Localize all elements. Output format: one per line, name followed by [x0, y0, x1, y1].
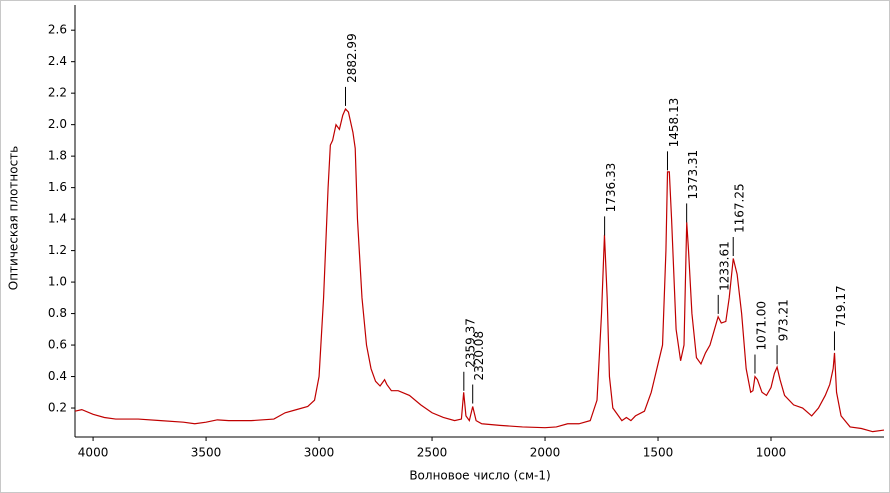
- x-tick-label: 1500: [643, 446, 674, 460]
- spectrum-line: [74, 107, 885, 433]
- peak-label: 2320.08: [472, 331, 486, 381]
- y-tick-label: 0.4: [48, 369, 67, 383]
- x-tick-label: 3500: [191, 446, 222, 460]
- y-tick-label: 1.2: [48, 243, 67, 257]
- peak-label: 1233.61: [718, 241, 732, 291]
- y-axis-title: Оптическая плотность: [7, 146, 21, 290]
- x-tick-label: 3000: [304, 446, 335, 460]
- y-tick-label: 1.6: [48, 180, 67, 194]
- peak-label: 2882.99: [345, 33, 359, 83]
- y-tick-label: 1.8: [48, 149, 67, 163]
- peak-label: 2359.37: [463, 318, 477, 368]
- x-tick-label: 2500: [417, 446, 448, 460]
- y-tick-label: 0.6: [48, 338, 67, 352]
- peak-label: 1458.13: [667, 98, 681, 148]
- peak-label: 719.17: [834, 285, 848, 327]
- y-tick-label: 2.6: [48, 23, 67, 37]
- y-tick-label: 1.4: [48, 212, 67, 226]
- y-tick-label: 0.2: [48, 401, 67, 415]
- y-tick-label: 2.0: [48, 117, 67, 131]
- x-tick-label: 1000: [756, 446, 787, 460]
- peak-label: 1071.00: [754, 301, 768, 351]
- y-tick-label: 0.8: [48, 306, 67, 320]
- y-tick-label: 1.0: [48, 275, 67, 289]
- y-tick-label: 2.4: [48, 54, 67, 68]
- peak-label: 1373.31: [686, 150, 700, 200]
- y-tick-label: 2.2: [48, 86, 67, 100]
- peak-label: 1167.25: [733, 183, 747, 233]
- peak-label: 973.21: [777, 299, 791, 341]
- peak-label: 1736.33: [604, 163, 618, 213]
- x-axis-title: Волновое число (см-1): [409, 469, 550, 483]
- x-tick-label: 4000: [78, 446, 109, 460]
- x-tick-label: 2000: [530, 446, 561, 460]
